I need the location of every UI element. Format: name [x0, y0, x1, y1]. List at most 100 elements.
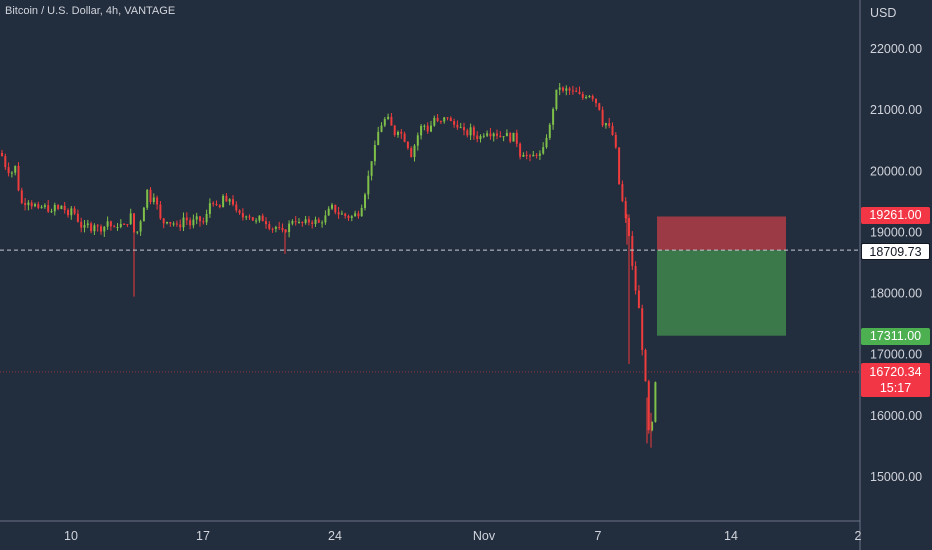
candle-body — [515, 132, 518, 144]
candle-body — [621, 184, 624, 202]
candle-body — [327, 208, 330, 216]
candle-body — [139, 221, 142, 232]
candle-body — [542, 147, 545, 154]
stop-loss-zone[interactable] — [657, 216, 786, 251]
candle-body — [251, 217, 254, 221]
candle-body — [83, 225, 86, 228]
candle-body — [14, 165, 17, 173]
candle-body — [387, 116, 390, 120]
price-tick-label: 19000.00 — [870, 225, 922, 239]
candle-body — [654, 382, 657, 422]
candle-body — [469, 127, 472, 136]
candle-body — [218, 205, 221, 208]
candle-body — [96, 225, 99, 227]
candle-body — [360, 207, 363, 217]
candle-body — [453, 121, 456, 125]
candle-body — [628, 218, 630, 237]
candle-body — [265, 221, 267, 225]
candle-body — [123, 223, 126, 225]
candle-body — [525, 154, 528, 156]
candle-body — [373, 145, 376, 162]
candle-body — [505, 133, 508, 137]
candle-body — [169, 221, 172, 224]
candle-body — [301, 222, 304, 224]
candle-body — [397, 131, 399, 136]
price-tick-label: 17000.00 — [870, 348, 922, 362]
candle-body — [1, 152, 3, 157]
time-axis[interactable]: 10 17 24 Nov 7 14 2 — [64, 529, 861, 543]
candle-body — [294, 221, 297, 223]
candle-body — [565, 88, 568, 91]
symbol-title[interactable]: Bitcoin / U.S. Dollar, 4h, VANTAGE — [5, 5, 176, 17]
candle-body — [60, 205, 63, 209]
candle-body — [426, 125, 429, 132]
candle-body — [410, 148, 413, 158]
candle-body — [159, 204, 162, 219]
candle-body — [340, 213, 343, 215]
candle-body — [350, 216, 353, 218]
candle-body — [618, 147, 621, 185]
candle-body — [86, 223, 89, 226]
candle-body — [430, 125, 432, 132]
take-profit-price-tag[interactable]: 17311.00 — [861, 328, 930, 345]
candle-body — [311, 222, 314, 224]
candle-body — [149, 189, 152, 203]
candle-body — [601, 109, 604, 126]
time-tick-label: 10 — [64, 529, 78, 543]
candle-body — [189, 220, 192, 226]
candle-body — [595, 98, 597, 104]
candle-body — [535, 154, 538, 156]
candle-body — [298, 222, 300, 224]
candle-body — [611, 125, 614, 135]
candle-body — [472, 127, 475, 136]
candle-body — [199, 216, 201, 222]
price-axis[interactable]: 15000.00 16000.00 17000.00 18000.00 19000.00… — [870, 42, 922, 484]
price-tick-label: 20000.00 — [870, 164, 922, 178]
candle-body — [377, 131, 380, 146]
candle-body — [466, 130, 469, 136]
candle-body — [585, 97, 588, 99]
candle-body — [324, 215, 327, 223]
candle-body — [34, 204, 36, 207]
time-tick-label: 24 — [328, 529, 342, 543]
candle-body — [380, 125, 383, 132]
candle-body — [423, 125, 426, 127]
candle-body — [644, 350, 647, 382]
candle-body — [604, 123, 607, 126]
candle-body — [406, 141, 409, 149]
time-tick-label: 7 — [595, 529, 602, 543]
candle-body — [90, 223, 93, 232]
candle-body — [499, 135, 502, 138]
candle-body — [268, 224, 271, 229]
take-profit-zone[interactable] — [657, 250, 786, 336]
candle-body — [545, 137, 548, 148]
candle-body — [116, 227, 119, 229]
entry-price-tag[interactable]: 18709.73 — [861, 243, 930, 260]
candle-body — [651, 421, 654, 431]
last-price-tag[interactable]: 16720.34 15:17 — [861, 363, 930, 397]
candle-body — [581, 94, 584, 98]
candle-body — [641, 308, 644, 351]
candle-body — [558, 87, 561, 90]
candle-body — [446, 117, 449, 119]
candle-body — [555, 89, 558, 109]
candle-body — [522, 154, 525, 157]
candle-body — [17, 165, 20, 191]
stop-loss-price-tag[interactable]: 19261.00 — [861, 207, 930, 224]
candle-body — [552, 108, 555, 125]
candle-body — [182, 217, 185, 228]
candle-body — [496, 133, 498, 136]
candle-body — [278, 227, 281, 229]
candle-body — [486, 133, 489, 136]
candle-body — [225, 195, 228, 202]
candle-body — [126, 224, 129, 226]
candle-body — [568, 88, 571, 91]
candle-body — [195, 216, 198, 220]
candle-body — [248, 216, 251, 218]
candle-body — [479, 136, 482, 140]
candle-body — [53, 204, 56, 212]
candle-body — [235, 204, 238, 211]
candle-body — [57, 204, 60, 209]
candle-body — [43, 205, 46, 207]
